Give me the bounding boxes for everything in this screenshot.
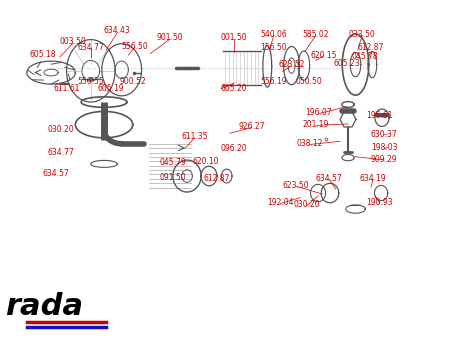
Text: 033.50: 033.50: [349, 30, 376, 39]
Text: 196.07: 196.07: [306, 108, 332, 117]
Text: 190.93: 190.93: [366, 198, 393, 207]
Text: 605.19: 605.19: [97, 84, 124, 93]
Text: 901.50: 901.50: [157, 33, 184, 42]
Text: 605.18: 605.18: [29, 50, 55, 59]
Text: 003.50: 003.50: [60, 37, 86, 46]
Text: 634.57: 634.57: [42, 169, 69, 178]
Text: 623.50: 623.50: [283, 181, 309, 190]
Text: 605.20: 605.20: [221, 84, 247, 93]
Text: 556.50: 556.50: [121, 42, 148, 51]
Text: 045.79: 045.79: [159, 158, 186, 167]
Text: 900.52: 900.52: [120, 77, 146, 86]
Text: 045.78: 045.78: [351, 52, 378, 62]
Text: 096.20: 096.20: [221, 145, 247, 153]
Text: 612.87: 612.87: [203, 174, 230, 183]
Text: 192.04: 192.04: [267, 198, 294, 207]
Text: 030.20: 030.20: [48, 125, 74, 134]
Text: 050.50: 050.50: [296, 77, 323, 86]
Text: rada: rada: [6, 293, 84, 321]
Text: 030.20: 030.20: [294, 200, 320, 209]
Text: 556.55: 556.55: [78, 77, 104, 86]
Text: 634.43: 634.43: [104, 26, 131, 35]
Text: 038.12: 038.12: [297, 139, 323, 148]
Text: 909.29: 909.29: [371, 155, 398, 164]
Text: 556.19: 556.19: [260, 77, 287, 86]
Text: 201.19: 201.19: [303, 120, 329, 129]
Text: 630.37: 630.37: [371, 130, 398, 139]
Text: 926.27: 926.27: [239, 122, 265, 131]
Text: 198.03: 198.03: [371, 144, 398, 152]
Text: 196.61: 196.61: [366, 111, 393, 120]
Text: 156.50: 156.50: [260, 43, 287, 52]
Text: 091.50: 091.50: [159, 173, 186, 182]
Text: 634.77: 634.77: [48, 148, 74, 157]
Text: 001.50: 001.50: [221, 33, 247, 42]
Text: 620.10: 620.10: [192, 156, 219, 166]
Text: 623.52: 623.52: [278, 60, 305, 69]
Text: 611.61: 611.61: [53, 84, 80, 93]
Text: 612.87: 612.87: [358, 43, 384, 52]
Text: 585.02: 585.02: [303, 30, 329, 39]
Text: 540.06: 540.06: [260, 30, 287, 39]
Text: 611.35: 611.35: [181, 132, 208, 141]
Text: 634.57: 634.57: [316, 174, 342, 183]
Text: 620.15: 620.15: [310, 51, 337, 60]
Text: 634.77: 634.77: [78, 43, 104, 52]
Text: 634.19: 634.19: [360, 174, 386, 183]
Text: 605.23: 605.23: [333, 60, 360, 68]
